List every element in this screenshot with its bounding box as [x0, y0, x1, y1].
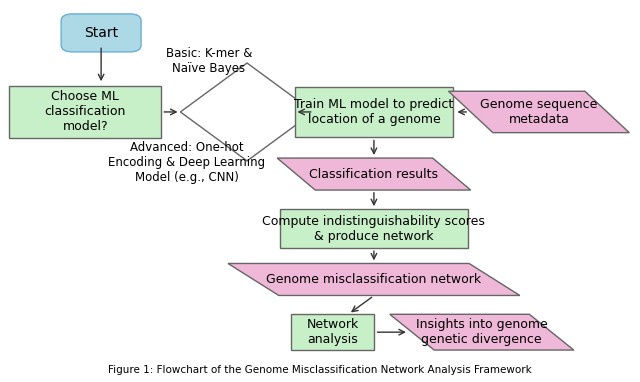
Polygon shape — [228, 264, 520, 295]
Text: Genome sequence
metadata: Genome sequence metadata — [480, 98, 598, 126]
Text: Genome misclassification network: Genome misclassification network — [266, 273, 481, 286]
Bar — [291, 314, 374, 350]
Text: Advanced: One-hot
Encoding & Deep Learning
Model (e.g., CNN): Advanced: One-hot Encoding & Deep Learni… — [108, 141, 266, 184]
Text: Figure 1: Flowchart of the Genome Misclassification Network Analysis Framework: Figure 1: Flowchart of the Genome Miscla… — [108, 366, 532, 376]
Text: Train ML model to predict
location of a genome: Train ML model to predict location of a … — [294, 98, 454, 126]
Text: Insights into genome
genetic divergence: Insights into genome genetic divergence — [416, 318, 548, 346]
Polygon shape — [390, 314, 574, 350]
Bar — [280, 209, 467, 248]
Text: Network
analysis: Network analysis — [307, 318, 359, 346]
Text: Choose ML
classification
model?: Choose ML classification model? — [45, 91, 126, 133]
Polygon shape — [277, 158, 470, 190]
FancyBboxPatch shape — [61, 14, 141, 52]
Text: Start: Start — [84, 26, 118, 40]
Polygon shape — [449, 91, 629, 133]
Bar — [294, 87, 453, 138]
Text: Basic: K-mer &
Naïve Bayes: Basic: K-mer & Naïve Bayes — [166, 47, 252, 75]
Text: Classification results: Classification results — [309, 168, 438, 181]
Text: Compute indistinguishability scores
& produce network: Compute indistinguishability scores & pr… — [262, 215, 485, 243]
Bar — [9, 86, 161, 138]
Polygon shape — [180, 63, 314, 161]
